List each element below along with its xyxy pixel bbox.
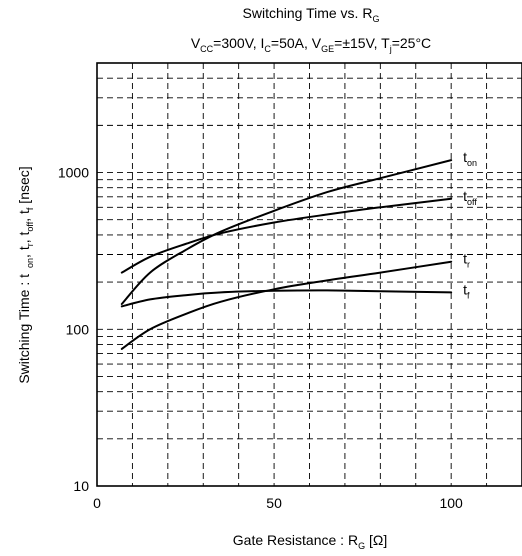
series-label-t-on: ton (463, 149, 477, 168)
data-series (120, 159, 453, 350)
y-tick-label: 1000 (58, 165, 89, 181)
chart-subtitle: VCC=300V, IC=50A, VGE=±15V, Tj=25°C (191, 35, 431, 54)
x-tick-label: 50 (266, 495, 282, 511)
grid-lines (97, 63, 522, 486)
series-line-t-f (120, 289, 453, 308)
plot-frame (96, 62, 522, 487)
y-tick-label: 10 (73, 478, 89, 494)
x-axis-label: Gate Resistance : RG [Ω] (233, 532, 387, 551)
y-tick-labels: 10 100 1000 (58, 165, 89, 494)
x-tick-label: 0 (93, 495, 101, 511)
series-line-t-off (120, 197, 453, 274)
x-tick-label: 100 (439, 495, 463, 511)
series-line-t-r (120, 260, 453, 350)
series-labels: ton toff tr tf (463, 149, 477, 300)
chart-title: Switching Time vs. RG (243, 5, 380, 24)
y-axis-label: Switching Time : ton, tr, toff, tf [nsec… (16, 166, 35, 383)
series-line-t-on (120, 159, 453, 305)
series-label-t-r: tr (463, 251, 470, 270)
series-label-t-f: tf (463, 281, 470, 300)
x-tick-labels: 0 50 100 (93, 495, 463, 511)
y-tick-label: 100 (66, 321, 90, 337)
series-label-t-off: toff (463, 188, 477, 207)
